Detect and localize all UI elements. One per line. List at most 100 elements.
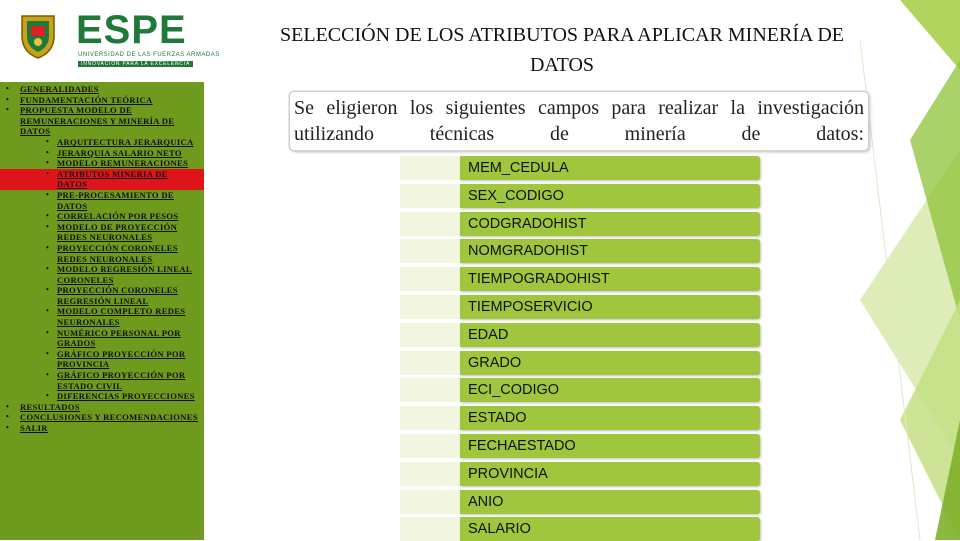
sidebar-item-label: ARQUITECTURA JERARQUICA bbox=[57, 136, 194, 147]
university-crest-icon bbox=[21, 15, 55, 59]
attribute-marker bbox=[400, 322, 460, 347]
attribute-label: ANIO bbox=[468, 493, 504, 510]
attribute-marker bbox=[400, 183, 460, 208]
sidebar-item-label: PRE-PROCESAMIENTO DE DATOS bbox=[57, 189, 174, 211]
sidebar-item-label: CORRELACIÓN POR PESOS bbox=[57, 211, 179, 222]
slide-title: SELECCIÓN DE LOS ATRIBUTOS PARA APLICAR … bbox=[280, 24, 844, 76]
sidebar-item-label: MODELO COMPLETO REDES NEURONALES bbox=[57, 306, 186, 328]
attribute-item: PROVINCIA bbox=[400, 461, 760, 486]
attribute-marker bbox=[400, 461, 460, 486]
attribute-bar bbox=[460, 239, 760, 264]
attribute-label: NOMGRADOHIST bbox=[468, 243, 589, 260]
sidebar-item-label: DIFERENCIAS PROYECCIONES bbox=[57, 391, 195, 402]
logo-wordmark: ESPE bbox=[76, 8, 187, 52]
sidebar-item-label: MODELO REMUNERACIONES bbox=[57, 158, 189, 169]
attribute-bar bbox=[460, 350, 760, 375]
attribute-item: GRADO bbox=[400, 350, 760, 375]
bullet-icon: • bbox=[6, 401, 10, 411]
sidebar-item-label: SALIR bbox=[20, 423, 48, 433]
sidebar-item[interactable]: • GRÁFICO PROYECCIÓN POR ESTADO CIVIL bbox=[0, 370, 204, 391]
attribute-item: TIEMPOGRADOHIST bbox=[400, 267, 760, 292]
attribute-item: MEM_CEDULA bbox=[400, 156, 760, 180]
sidebar-item[interactable]: • MODELO COMPLETO REDES NEURONALES bbox=[0, 306, 204, 327]
intro-text: Se eligieron los siguientes campos para … bbox=[290, 92, 868, 150]
bullet-icon: • bbox=[46, 348, 50, 358]
attribute-item: ANIO bbox=[400, 489, 760, 514]
bullet-icon: • bbox=[46, 306, 50, 316]
sidebar-item-label: MODELO REGRESIÓN LINEAL CORONELES bbox=[57, 264, 192, 285]
sidebar-item-label: FUNDAMENTACIÓN TEÓRICA bbox=[20, 94, 153, 105]
sidebar-item-label: PROPUESTA MODELO DE REMUNERACIONES Y MIN… bbox=[20, 105, 175, 137]
sidebar-item-label: PROYECCIÓN CORONELES REGRESIÓN LINEAL bbox=[57, 285, 178, 306]
sidebar-item-label: CONCLUSIONES Y RECOMENDACIONES bbox=[20, 412, 198, 423]
attribute-item: EDAD bbox=[400, 322, 760, 347]
sidebar-item[interactable]: • PROPUESTA MODELO DE REMUNERACIONES Y MI… bbox=[0, 105, 204, 137]
attribute-item: SALARIO bbox=[400, 517, 760, 541]
sidebar-item[interactable]: • GRÁFICO PROYECCIÓN POR PROVINCIA bbox=[0, 349, 204, 370]
sidebar-menu: • GENERALIDADES • FUNDAMENTACIÓN TEÓRICA • PR… bbox=[0, 84, 204, 434]
attribute-marker bbox=[400, 350, 460, 375]
logo-university-name: UNIVERSIDAD DE LAS FUERZAS ARMADAS bbox=[78, 52, 220, 58]
sidebar-item-label: NUMÉRICO PERSONAL POR GRADOS bbox=[57, 327, 181, 349]
attribute-label: TIEMPOSERVICIO bbox=[468, 299, 593, 315]
attribute-item: ESTADO bbox=[400, 406, 760, 431]
sidebar-item-label: GRÁFICO PROYECCIÓN POR ESTADO CIVIL bbox=[57, 370, 186, 391]
attribute-marker bbox=[400, 489, 460, 514]
attribute-label: ESTADO bbox=[468, 410, 527, 427]
sidebar-item[interactable]: • FUNDAMENTACIÓN TEÓRICA bbox=[0, 95, 204, 106]
attribute-marker bbox=[400, 156, 460, 180]
sidebar-item[interactable]: • JERARQUIA SALARIO NETO bbox=[0, 148, 204, 159]
attribute-label: CODGRADOHIST bbox=[468, 215, 587, 232]
sidebar-item[interactable]: • MODELO REGRESIÓN LINEAL CORONELES bbox=[0, 264, 204, 285]
sidebar-item-label: PROYECCIÓN CORONELES REDES NEURONALES bbox=[57, 242, 178, 264]
attribute-item: TIEMPOSERVICIO bbox=[400, 295, 760, 319]
attribute-bar bbox=[460, 434, 760, 458]
attribute-item: FECHAESTADO bbox=[400, 434, 760, 458]
bullet-icon: • bbox=[6, 412, 10, 422]
sidebar-item[interactable]: • PRE-PROCESAMIENTO DE DATOS bbox=[0, 190, 204, 211]
sidebar-item[interactable]: • CONCLUSIONES Y RECOMENDACIONES bbox=[0, 412, 204, 423]
logo-tagline: INNOVACIÓN PARA LA EXCELENCIA bbox=[78, 61, 194, 67]
attribute-bar bbox=[460, 267, 760, 292]
sidebar-item[interactable]: • MODELO REMUNERACIONES bbox=[0, 158, 204, 169]
sidebar-item[interactable]: • MODELO DE PROYECCIÓN REDES NEURONALES bbox=[0, 222, 204, 243]
bullet-icon: • bbox=[46, 327, 50, 337]
bullet-icon: • bbox=[46, 211, 50, 221]
sidebar-item[interactable]: • ARQUITECTURA JERARQUICA bbox=[0, 137, 204, 148]
sidebar-item-label: GRÁFICO PROYECCIÓN POR PROVINCIA bbox=[57, 348, 186, 370]
sidebar-item-label: ATRIBUTOS MINERIA DE DATOS bbox=[57, 168, 168, 190]
bullet-icon: • bbox=[6, 105, 10, 115]
sidebar-item-label: RESULTADOS bbox=[20, 401, 80, 412]
attribute-marker bbox=[400, 211, 460, 236]
sidebar-nav: • GENERALIDADES • FUNDAMENTACIÓN TEÓRICA • PR… bbox=[0, 82, 204, 540]
sidebar-item[interactable]: • GENERALIDADES bbox=[0, 84, 204, 95]
attribute-item: SEX_CODIGO bbox=[400, 183, 760, 208]
attribute-label: FECHAESTADO bbox=[468, 438, 576, 454]
attribute-bar bbox=[460, 517, 760, 541]
sidebar-item[interactable]: • PROYECCIÓN CORONELES REDES NEURONALES bbox=[0, 243, 204, 264]
sidebar-item[interactable]: • DIFERENCIAS PROYECCIONES bbox=[0, 391, 204, 402]
attribute-bar bbox=[460, 211, 760, 236]
attribute-label: TIEMPOGRADOHIST bbox=[468, 271, 610, 288]
sidebar-item[interactable]: • ATRIBUTOS MINERIA DE DATOS bbox=[0, 168, 204, 190]
sidebar-item-label: MODELO DE PROYECCIÓN REDES NEURONALES bbox=[57, 221, 178, 243]
bullet-icon: • bbox=[46, 285, 50, 295]
attribute-marker bbox=[400, 267, 460, 292]
sidebar-item[interactable]: • SALIR bbox=[0, 423, 204, 434]
attribute-bar bbox=[460, 489, 760, 514]
attribute-label: MEM_CEDULA bbox=[468, 160, 569, 176]
attribute-marker bbox=[400, 378, 460, 403]
bullet-icon: • bbox=[46, 147, 50, 157]
sidebar-item[interactable]: • PROYECCIÓN CORONELES REGRESIÓN LINEAL bbox=[0, 285, 204, 306]
bullet-icon: • bbox=[46, 264, 50, 274]
attribute-label: GRADO bbox=[468, 354, 522, 371]
attribute-item: ECI_CODIGO bbox=[400, 378, 760, 403]
attribute-marker bbox=[400, 517, 460, 541]
sidebar-item[interactable]: • RESULTADOS bbox=[0, 402, 204, 413]
sidebar-item-label: JERARQUIA SALARIO NETO bbox=[57, 147, 182, 158]
bullet-icon: • bbox=[46, 221, 50, 231]
sidebar-item[interactable]: • NUMÉRICO PERSONAL POR GRADOS bbox=[0, 328, 204, 349]
attribute-label: EDAD bbox=[468, 326, 509, 343]
attribute-item: CODGRADOHIST bbox=[400, 211, 760, 236]
sidebar-item[interactable]: • CORRELACIÓN POR PESOS bbox=[0, 211, 204, 222]
